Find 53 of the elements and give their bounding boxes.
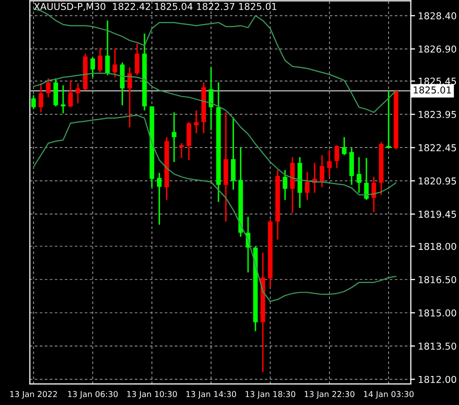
y-tick-label: 1816.50 — [418, 276, 456, 284]
candlestick — [386, 90, 391, 149]
candlestick — [112, 48, 118, 78]
candlestick — [320, 154, 324, 188]
candlestick — [194, 110, 199, 134]
candlestick — [364, 157, 369, 201]
candlestick — [31, 94, 36, 110]
line-series — [32, 114, 397, 302]
x-tick-label: 13 Jan 22:30 — [304, 391, 354, 399]
y-tick-label: 1820.95 — [418, 177, 456, 185]
y-tick-label: 1812.00 — [418, 376, 456, 384]
candlestick — [134, 42, 140, 76]
candlestick — [334, 144, 340, 169]
candlestick — [38, 82, 44, 114]
x-tick-label: 13 Jan 14:30 — [186, 391, 236, 399]
chart-title: XAUUSD-P,M30 1822.42 1825.04 1822.37 1825.01 — [34, 2, 276, 11]
candlestick — [46, 78, 51, 98]
x-tick-label: 13 Jan 2022 — [10, 391, 57, 399]
candlestick — [105, 20, 110, 76]
candlestick — [327, 149, 332, 178]
y-tick-label: 1826.90 — [418, 46, 456, 53]
candlestick — [60, 84, 66, 114]
y-tick-label: 1825.45 — [418, 78, 456, 85]
candlestick — [76, 82, 80, 104]
candlestick — [349, 147, 354, 186]
candlestick — [186, 121, 192, 161]
candlestick — [179, 142, 184, 159]
candlestick — [90, 56, 96, 78]
y-tick-label: 1823.95 — [418, 110, 456, 118]
ref-line-label: 1825.01 — [414, 86, 451, 94]
y-tick-label: 1818.00 — [418, 242, 456, 250]
x-tick-label: 13 Jan 10:30 — [127, 391, 177, 399]
x-tick-label: 13 Jan 06:30 — [68, 391, 118, 399]
candlestick — [282, 169, 288, 201]
y-tick-label: 1822.45 — [418, 144, 456, 152]
y-tick-label: 1813.50 — [418, 342, 456, 350]
candlestick — [230, 116, 236, 190]
y-tick-label: 1815.00 — [418, 309, 456, 316]
candlestick — [98, 46, 102, 74]
candlestick — [304, 171, 310, 201]
candlestick — [120, 62, 125, 106]
candlestick — [53, 78, 58, 108]
candlestick — [127, 66, 132, 128]
candlestick — [372, 176, 376, 213]
candlestick — [356, 156, 362, 194]
candlestick — [172, 112, 176, 163]
y-tick-label: 1819.45 — [418, 210, 456, 218]
candlestick — [68, 80, 73, 108]
y-tick-label: 1828.40 — [418, 12, 456, 20]
candlestick — [157, 172, 162, 226]
x-tick-label: 14 Jan 03:30 — [364, 391, 414, 399]
x-tick-label: 13 Jan 18:30 — [246, 391, 296, 399]
candlestick — [342, 136, 347, 156]
